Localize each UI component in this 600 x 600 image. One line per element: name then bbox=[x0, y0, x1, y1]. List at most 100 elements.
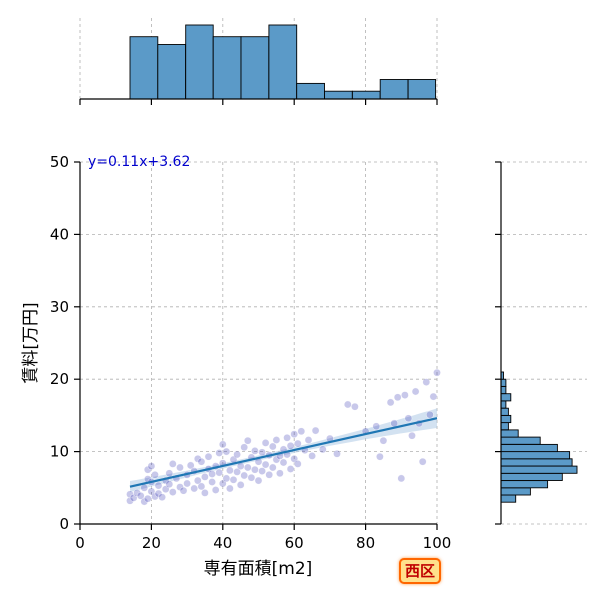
scatter-point bbox=[351, 402, 359, 411]
right-hist-bar bbox=[500, 378, 507, 387]
scatter-point bbox=[226, 466, 234, 475]
top-hist-bar bbox=[240, 36, 270, 100]
right-hist-bar bbox=[500, 465, 578, 474]
top-hist-bar bbox=[268, 24, 298, 100]
scatter-point bbox=[318, 445, 327, 454]
scatter-point bbox=[293, 439, 302, 448]
right-hist-bar bbox=[500, 451, 571, 460]
scatter-point bbox=[426, 410, 434, 419]
scatter-point bbox=[190, 484, 198, 493]
scatter-point bbox=[243, 436, 252, 445]
top-hist-bar bbox=[296, 82, 325, 100]
scatter-point bbox=[243, 463, 252, 472]
scatter-point bbox=[390, 419, 399, 428]
scatter-point bbox=[247, 473, 256, 482]
regression-layer bbox=[129, 417, 438, 488]
scatter-point bbox=[401, 391, 409, 399]
y-tick-label: 20 bbox=[50, 370, 69, 388]
top-hist-bar bbox=[185, 24, 214, 100]
scatter-point bbox=[251, 447, 259, 455]
scatter-point bbox=[404, 414, 413, 423]
scatter-point bbox=[290, 430, 299, 439]
scatter-point bbox=[311, 426, 320, 435]
scatter-point bbox=[265, 470, 274, 479]
regression-equation: y=0.11x+3.62 bbox=[88, 154, 190, 170]
ticks-layer: 0 20 40 60 80 100 0 10 20 30 40 50 bbox=[50, 99, 501, 552]
scatter-point bbox=[208, 470, 216, 478]
scatter-point bbox=[211, 486, 220, 494]
scatter-point bbox=[215, 449, 223, 457]
top-hist-bar bbox=[351, 90, 381, 100]
scatter-point bbox=[379, 436, 388, 445]
scatter-point bbox=[372, 422, 381, 431]
right-hist-bar bbox=[500, 487, 531, 496]
scatter-point bbox=[143, 494, 152, 503]
x-tick-label: 100 bbox=[423, 534, 452, 552]
x-tick-label: 80 bbox=[356, 534, 375, 552]
x-tick-label: 60 bbox=[285, 534, 304, 552]
scatter-point bbox=[222, 474, 231, 483]
scatter-point bbox=[229, 475, 238, 484]
scatter-point bbox=[279, 458, 288, 467]
scatter-point bbox=[218, 440, 227, 449]
y-tick-label: 30 bbox=[50, 298, 69, 316]
scatter-point bbox=[201, 489, 209, 497]
scatter-point bbox=[165, 480, 174, 489]
y-tick-label: 10 bbox=[50, 443, 69, 461]
scatter-point bbox=[254, 476, 263, 485]
scatter-point bbox=[168, 488, 177, 496]
scatter-point bbox=[136, 491, 145, 500]
scatter-point bbox=[236, 481, 245, 489]
scatter-point bbox=[179, 486, 188, 495]
scatter-point bbox=[233, 468, 241, 476]
x-tick-label: 40 bbox=[213, 534, 232, 552]
scatter-point bbox=[176, 463, 184, 472]
right-hist-bar bbox=[500, 422, 509, 431]
right-hist-bar bbox=[500, 436, 541, 445]
scatter-point bbox=[411, 387, 420, 396]
scatter-point bbox=[147, 462, 156, 470]
scatter-point bbox=[151, 470, 159, 479]
scatter-point bbox=[422, 378, 431, 386]
scatter-point bbox=[261, 439, 270, 447]
top-hist-bar bbox=[379, 79, 409, 100]
scatter-point bbox=[408, 431, 416, 440]
scatter-point bbox=[272, 436, 281, 444]
right-hist-bar bbox=[500, 407, 509, 416]
scatter-point bbox=[393, 393, 402, 402]
scatter-point bbox=[386, 398, 395, 407]
right-hist-bar bbox=[500, 400, 507, 409]
scatter-point bbox=[268, 463, 277, 472]
axes-layer bbox=[79, 98, 502, 525]
regression-line bbox=[129, 417, 438, 488]
scatter-point bbox=[154, 481, 163, 490]
scatter-point bbox=[283, 433, 291, 442]
scatter-point bbox=[168, 460, 177, 468]
scatter-point bbox=[158, 493, 166, 502]
top-hist-bar bbox=[407, 79, 437, 100]
scatter-point bbox=[197, 457, 206, 466]
y-tick-label: 0 bbox=[59, 515, 69, 533]
scatter-point bbox=[304, 436, 313, 444]
right-hist-bar bbox=[500, 429, 519, 438]
scatter-point bbox=[193, 476, 202, 485]
x-tick-label: 20 bbox=[142, 534, 161, 552]
y-tick-label: 40 bbox=[50, 225, 69, 243]
top-hist-bar bbox=[157, 44, 187, 100]
scatter-point bbox=[397, 474, 406, 483]
right-hist-bar bbox=[500, 458, 573, 467]
scatter-point bbox=[204, 452, 213, 461]
scatter-point bbox=[297, 427, 306, 436]
x-axis-title: 専有面積[m2] bbox=[204, 559, 313, 579]
scatter-point bbox=[333, 449, 341, 458]
right-hist-bar bbox=[500, 480, 549, 489]
scatter-point bbox=[258, 448, 266, 457]
scatter-point bbox=[433, 368, 441, 377]
right-histogram bbox=[500, 371, 578, 503]
scatter-point bbox=[240, 471, 248, 480]
top-hist-bar bbox=[324, 90, 353, 100]
scatter-point bbox=[429, 392, 438, 401]
y-tick-label: 50 bbox=[50, 153, 69, 171]
scatter-point bbox=[140, 483, 149, 492]
